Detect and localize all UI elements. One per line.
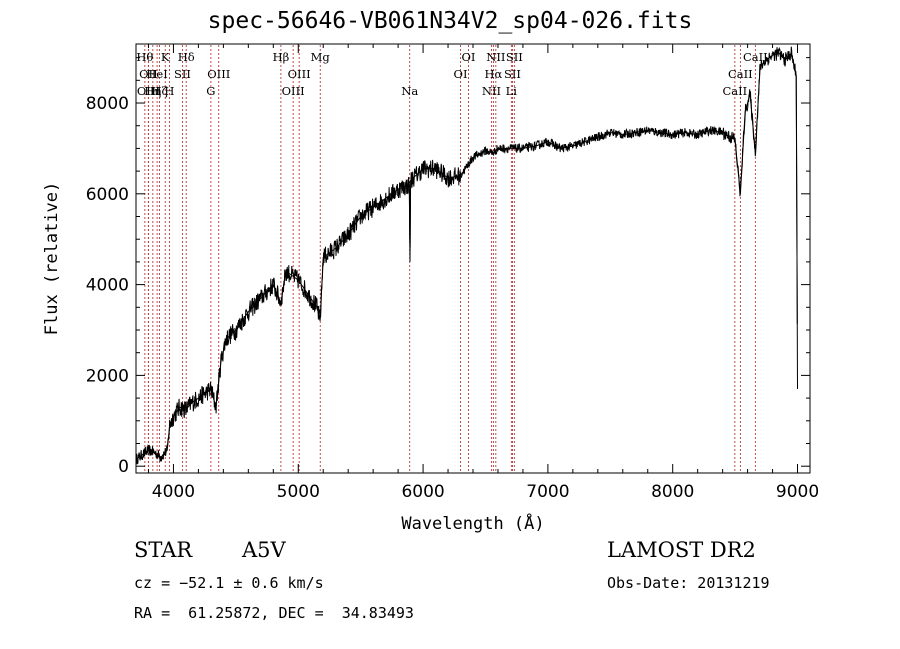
line-label: Mg — [311, 50, 331, 64]
line-label: SII — [504, 67, 521, 81]
line-label: G — [206, 84, 215, 98]
spectrum-anchor-line — [135, 52, 798, 460]
y-tick-label: 6000 — [86, 185, 129, 205]
line-label: Hθ — [136, 50, 153, 64]
line-label: Hα — [484, 67, 502, 81]
emission-line-markers — [144, 45, 756, 472]
line-label: OIII — [207, 67, 230, 81]
line-label: OIII — [288, 67, 311, 81]
line-label: Na — [401, 84, 418, 98]
x-tick-label: 6000 — [401, 482, 444, 502]
line-label: Hζ — [151, 84, 167, 98]
y-tick-label: 0 — [118, 457, 129, 477]
y-axis: 0 2000 4000 6000 8000 — [86, 57, 810, 477]
y-axis-label: Flux (relative) — [42, 182, 62, 336]
y-tick-label: 2000 — [86, 366, 129, 386]
x-axis-label: Wavelength (Å) — [401, 512, 544, 534]
line-label: NII — [482, 84, 501, 98]
redshift-text: cz = −52.1 ± 0.6 km/s — [134, 574, 324, 592]
x-tick-label: 5000 — [277, 482, 320, 502]
x-tick-label: 9000 — [776, 482, 819, 502]
line-label: K — [161, 50, 170, 64]
x-tick-label: 8000 — [651, 482, 694, 502]
obs-date: Obs-Date: 20131219 — [607, 574, 770, 592]
line-label: Hη — [144, 84, 161, 98]
line-label: OIII — [282, 84, 305, 98]
y-tick-label: 8000 — [86, 94, 129, 114]
survey-name: LAMOST DR2 — [607, 538, 756, 562]
x-tick-label: 4000 — [152, 482, 195, 502]
plot-frame — [135, 43, 811, 474]
line-label: NII — [486, 50, 505, 64]
x-tick-label: 7000 — [526, 482, 569, 502]
line-label: HeI — [146, 67, 167, 81]
line-label: Li — [506, 84, 518, 98]
line-label: CaII — [722, 84, 747, 98]
line-label: Hδ — [178, 50, 195, 64]
coordinates: RA = 61.25872, DEC = 34.83493 — [134, 604, 414, 622]
x-axis: 4000 5000 6000 7000 8000 9000 — [147, 44, 819, 502]
line-label: OI — [462, 50, 476, 64]
line-label: SII — [506, 50, 523, 64]
chart-title: spec-56646-VB061N34V2_sp04-026.fits — [207, 8, 693, 34]
y-tick-label: 4000 — [86, 276, 129, 296]
spectrum-line — [135, 46, 798, 465]
line-label: Hβ — [273, 50, 290, 64]
line-label: OII — [139, 67, 158, 81]
line-label: CaII — [728, 67, 753, 81]
line-label: H — [164, 84, 174, 98]
object-class: STAR — [134, 538, 193, 562]
subclass: A5V — [242, 538, 286, 562]
line-label: SII — [174, 67, 191, 81]
line-label: OI — [454, 67, 468, 81]
emission-line-labels: HθOIIOIIIHηHeIHζKHSIIHδGOIIIHβOIIIOIIIMg… — [136, 50, 767, 98]
line-label: OIII — [137, 84, 160, 98]
